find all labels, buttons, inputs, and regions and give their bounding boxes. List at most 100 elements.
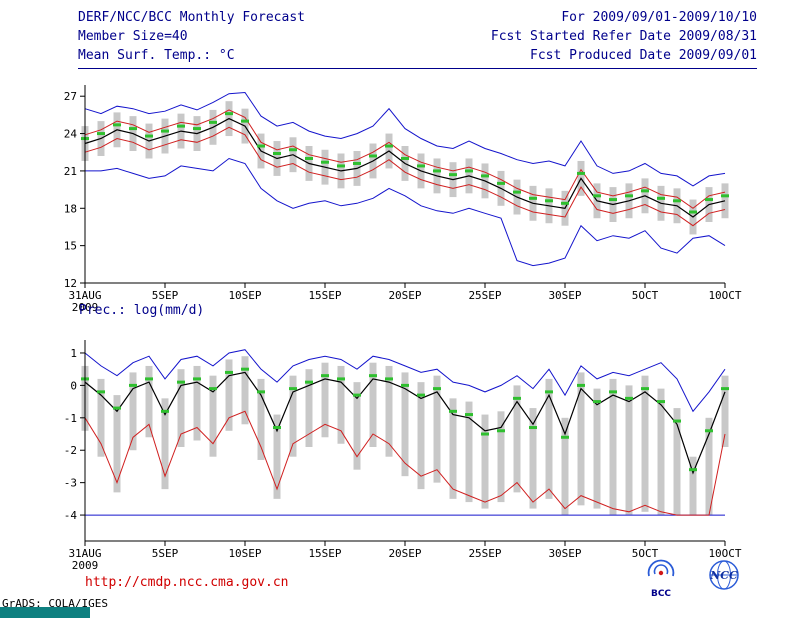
x-tick-label: 25SEP [468,547,501,560]
x-tick-label: 5SEP [152,289,179,302]
ensemble-spread-bar [545,378,553,499]
produced-date: Fcst Produced Date 2009/09/01 [530,48,757,63]
ensemble-spread-bar [129,372,137,451]
ensemble-spread-bar [705,417,713,516]
ensemble-spread-bar [257,378,265,460]
header-row-1: DERF/NCC/BCC Monthly Forecast For 2009/0… [78,8,757,27]
ncc-logo: NCC [709,560,739,590]
grads-credit: GrADS: COLA/IGES [2,597,108,610]
series-mean-plus-std [84,109,726,209]
x-tick-label: 10SEP [228,547,261,560]
ensemble-spread-bar [385,365,393,457]
ensemble-spread-bar [369,362,377,447]
ensemble-spread-bar [513,385,521,493]
x-tick-label: 15SEP [308,547,341,560]
header-divider [78,68,757,69]
x-tick-label: 5SEP [152,547,179,560]
ensemble-spread-bar [497,411,505,503]
ensemble-spread-bar [241,356,249,425]
y-tick-label: -1 [64,412,77,425]
bottom-left-teal-strip [0,607,90,618]
ensemble-spread-bar [161,398,169,490]
x-tick-label: 31AUG [68,547,101,560]
y-tick-label: -2 [64,444,77,457]
series-mean-minus-std [84,410,726,516]
ensemble-spread-bar [417,382,425,490]
ensemble-spread-bar [337,365,345,444]
header-row-3: Mean Surf. Temp.: °C Fcst Produced Date … [78,46,757,65]
ensemble-spread-bar [673,408,681,516]
website-url: http://cmdp.ncc.cma.gov.cn [85,575,289,590]
ensemble-spread-bar [625,385,633,516]
x-axis-year-label: 2009 [72,559,99,572]
x-tick-label: 20SEP [388,547,421,560]
bcc-logo-label: BCC [651,589,671,599]
y-tick-label: 27 [64,90,77,103]
ensemble-spread-bar [561,417,569,516]
agency-logos: BCC NCC [636,558,766,604]
ensemble-spread-bar [577,372,585,506]
x-tick-label: 30SEP [548,547,581,560]
bcc-red-dot [658,570,664,576]
page-title: DERF/NCC/BCC Monthly Forecast [78,10,305,25]
ensemble-spread-bar [305,369,313,447]
x-tick-label: 31AUG [68,289,101,302]
series-ensemble-min [85,157,726,267]
series-ensemble-mean [84,117,726,218]
x-tick-label: 20SEP [388,289,421,302]
ensemble-spread-bar [721,375,729,447]
variable-label: Mean Surf. Temp.: °C [78,48,235,63]
x-tick-label: 5OCT [632,547,659,560]
x-tick-label: 15SEP [308,289,341,302]
series-ensemble-mean [84,371,726,475]
x-tick-label: 5OCT [632,289,659,302]
ensemble-spread-bar [689,456,697,516]
x-tick-label: 10SEP [228,289,261,302]
logos-canvas: BCC NCC [647,559,739,599]
ensemble-spread-bar [529,408,537,509]
series-ensemble-max [84,349,726,413]
ensemble-spread-bar [353,382,361,470]
series-ensemble-max [84,91,726,187]
bcc-swirl-inner [653,564,669,575]
ensemble-spread-bar [481,414,489,509]
x-tick-label: 25SEP [468,289,501,302]
x-axis-year-label: 2009 [72,301,99,314]
ensemble-spread-bar [177,369,185,447]
ensemble-spread-bar [641,375,649,512]
ensemble-spread-bar [657,388,665,516]
refer-date: Fcst Started Refer Date 2009/08/31 [490,29,757,44]
y-tick-label: -4 [64,509,78,522]
y-tick-label: -3 [64,477,77,490]
y-tick-label: 12 [64,277,77,290]
y-tick-label: 21 [64,165,77,178]
member-size: Member Size=40 [78,29,188,44]
bcc-swirl-outer [647,559,675,577]
ensemble-spread-bar [113,395,121,493]
ensemble-spread-bar [449,398,457,499]
x-tick-label: 10OCT [708,289,741,302]
ensemble-spread-bar [289,375,297,457]
ensemble-spread-bar [465,401,473,503]
ensemble-spread-bar [321,362,329,438]
ensemble-spread-bar [609,378,617,516]
ensemble-spread-bar [401,372,409,477]
ensemble-spread-bar [433,375,441,483]
y-tick-label: 24 [64,128,78,141]
y-tick-label: 1 [70,347,77,360]
ensemble-spread-bar [273,414,281,499]
x-tick-label: 30SEP [548,289,581,302]
prec-chart-title: Prec.: log(mm/d) [79,303,205,318]
header-row-2: Member Size=40 Fcst Started Refer Date 2… [78,27,757,46]
ensemble-spread-bar [593,388,601,509]
bcc-logo: BCC [647,559,675,599]
ensemble-spread-bar [145,365,153,438]
chart-header: DERF/NCC/BCC Monthly Forecast For 2009/0… [78,8,757,69]
ensemble-spread-bar [97,378,105,457]
ncc-logo-label: NCC [709,569,738,582]
ensemble-spread-bar [225,359,233,431]
x-tick-label: 10OCT [708,547,741,560]
y-tick-label: 18 [64,202,77,215]
